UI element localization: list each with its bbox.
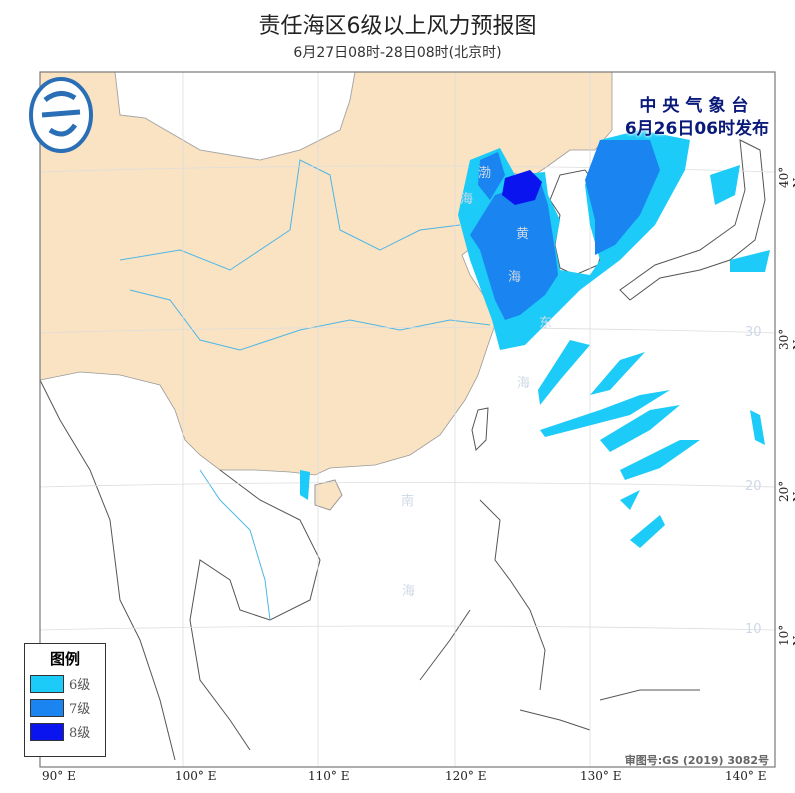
wind-level-7-areas: [470, 140, 660, 320]
donghai-label-2: 海: [517, 376, 530, 391]
cma-logo: [29, 77, 93, 153]
japan-islands: [619, 139, 766, 301]
inner-lat-10: 10: [745, 622, 762, 637]
lon-label-140: 140° E: [725, 769, 767, 783]
taiwan-island: [471, 407, 489, 452]
legend-item-7: 7级: [30, 698, 105, 717]
approval-number: 审图号:GS (2019) 3082号: [624, 754, 769, 767]
lon-label-110: 110° E: [308, 769, 350, 783]
map-title: 责任海区6级以上风力预报图: [258, 14, 537, 39]
huanghai-label-2: 海: [508, 270, 521, 285]
lon-label-90: 90° E: [42, 769, 76, 783]
issuer-name: 中央气象台: [639, 96, 755, 116]
lat-label-20: 20° N: [777, 480, 795, 502]
issue-time: 6月26日06时发布: [624, 119, 769, 139]
legend-item-6: 6级: [30, 674, 105, 693]
legend-swatch-7: [30, 698, 64, 717]
nanhai-label-2: 海: [402, 584, 415, 599]
nanhai-label-1: 南: [401, 493, 414, 509]
donghai-label-1: 东: [539, 316, 552, 331]
southeast-asia-coast: [40, 379, 321, 761]
legend: 图例 6级 7级 8级: [24, 643, 106, 757]
legend-swatch-8: [30, 722, 64, 741]
legend-label-8: 8级: [69, 726, 91, 741]
graticule: [40, 72, 775, 767]
legend-label-6: 6级: [69, 678, 91, 693]
legend-title: 图例: [49, 650, 80, 668]
lon-label-100: 100° E: [175, 769, 217, 783]
lon-label-130: 130° E: [580, 769, 622, 783]
philippines-coast: [419, 499, 700, 731]
legend-label-7: 7级: [69, 702, 91, 717]
lat-label-30: 30° N: [777, 328, 795, 350]
forecast-period: 6月27日08时-28日08时(北京时): [293, 45, 502, 61]
mongolia-boundary: [114, 72, 356, 161]
huanghai-label-1: 黄: [516, 227, 529, 242]
bohai-label-2: 海: [460, 192, 473, 207]
legend-item-8: 8级: [30, 722, 105, 741]
sea-labels: 渤 海 黄 海 东 海 南 海 30 20 10: [401, 165, 762, 637]
lon-label-120: 120° E: [445, 769, 487, 783]
map-frame: [39, 71, 776, 768]
hainan-island: [314, 479, 343, 511]
lat-label-10: 10° N: [777, 624, 795, 646]
issuer-block: 中央气象台 6月26日06时发布: [625, 95, 769, 141]
inner-lat-30: 30: [745, 325, 762, 340]
river-yellow: [119, 159, 461, 271]
bohai-label-1: 渤: [478, 165, 491, 181]
wind-level-8-areas: [502, 170, 542, 205]
river-mekong: [199, 469, 271, 621]
legend-swatch-6: [30, 674, 64, 693]
river-yangtze: [129, 289, 491, 351]
lat-label-40: 40° N: [777, 166, 795, 188]
inner-lat-20: 20: [745, 479, 762, 494]
